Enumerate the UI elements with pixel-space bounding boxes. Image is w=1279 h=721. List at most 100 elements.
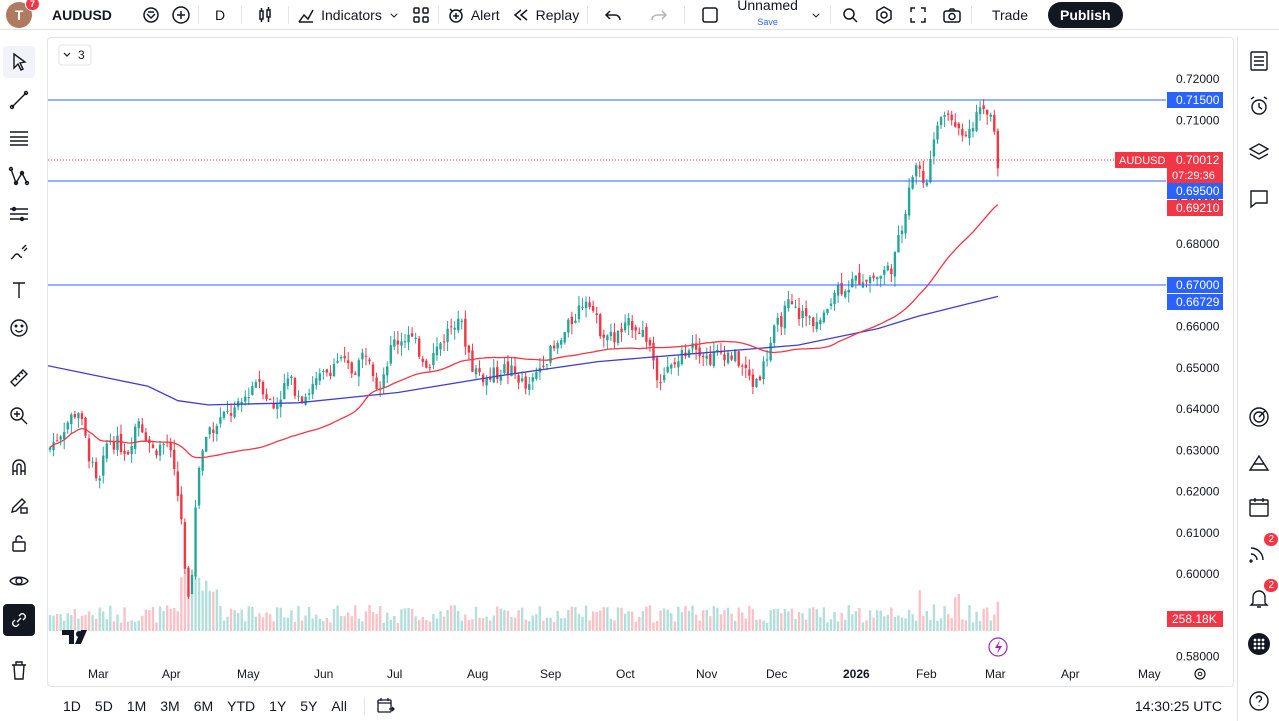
icon-tool[interactable] [3,312,35,344]
hide-drawings-tool[interactable] [3,565,35,597]
chats-button[interactable] [1243,183,1275,215]
volume-bar [194,574,197,631]
range-1m[interactable]: 1M [126,697,147,714]
volume-bar [780,613,783,631]
candle-body [354,373,357,375]
candle-body [368,359,371,362]
layout-name[interactable]: Unnamed Save [731,0,804,30]
sync-drawings-tool[interactable] [3,604,35,636]
volume-bar [201,590,204,631]
candle-body [449,326,453,328]
redo-button[interactable] [636,0,682,30]
symbol-search[interactable]: AUDUSD [46,0,136,30]
volume-bar [584,605,588,631]
volume-bar [130,620,133,631]
range-1d[interactable]: 1D [63,697,81,714]
volume-bar [918,590,921,631]
forecast-tool[interactable] [3,198,35,230]
candle-body [794,306,797,308]
ruler-tool[interactable] [3,362,35,394]
settings-button[interactable] [867,0,901,30]
volume-bar [808,608,811,631]
volume-bar [457,611,460,631]
keep-drawing-tool[interactable] [3,489,35,521]
fib-tool[interactable] [3,122,35,154]
snapshot-button[interactable] [935,0,969,30]
candle-body [783,305,787,329]
templates-button[interactable] [406,0,436,30]
alert-label: Alert [470,6,500,23]
magnet-tool[interactable] [3,451,35,483]
help-button[interactable] [1243,685,1275,717]
candle-body [464,318,467,347]
pattern-tool[interactable] [3,160,35,192]
layout-toggle-button[interactable] [687,0,731,30]
pine-button[interactable] [1243,447,1275,479]
volume-bar [524,619,527,631]
calendar-button[interactable] [1243,491,1275,523]
candle-body [453,327,456,330]
goto-date-button[interactable] [375,696,395,716]
streams-button[interactable]: 2 [1243,533,1278,568]
range-all[interactable]: All [331,697,347,714]
volume-bar [943,606,946,631]
time-tick: Dec [766,667,787,681]
volume-bar [80,615,84,631]
legend-toggle[interactable]: 3 [58,44,92,66]
chart-pane[interactable]: 3 0.720000.710000.700000.690000.680000.6… [47,37,1234,687]
compare-symbol-button[interactable] [136,0,166,30]
volume-bar [297,606,300,631]
quick-search-button[interactable] [833,0,867,30]
volume-bar [702,610,705,631]
trade-button[interactable]: Trade [980,0,1040,30]
add-symbol-button[interactable] [166,0,196,30]
range-5y[interactable]: 5Y [300,697,318,714]
volume-bar [52,615,55,631]
range-3m[interactable]: 3M [160,697,180,714]
replay-button[interactable]: Replay [506,0,586,30]
cursor-tool[interactable] [3,46,35,78]
range-1y[interactable]: 1Y [269,697,287,714]
volume-bar [758,619,762,631]
volume-bar [453,605,456,631]
interval-button[interactable]: D [201,0,239,30]
trendline-tool[interactable] [3,84,35,116]
alert-button[interactable]: Alert [441,0,506,30]
remove-drawings-tool[interactable] [3,654,35,686]
chevron-down-icon [812,12,820,18]
layout-menu-button[interactable] [804,0,828,30]
candle-body [251,386,254,395]
range-5d[interactable]: 5D [94,697,113,714]
volume-bar [73,609,77,631]
apps-button[interactable] [1243,628,1275,660]
candle-body [130,446,133,455]
lightning-button[interactable] [988,637,1008,657]
volume-bar [673,621,676,631]
candlestick-chart[interactable]: 3 0.720000.710000.700000.690000.680000.6… [48,38,1234,687]
candle-body [702,355,705,358]
watchlist-button[interactable] [1243,45,1275,77]
brush-tool[interactable] [3,236,35,268]
utc-clock[interactable]: 14:30:25 UTC [1134,697,1222,714]
range-6m[interactable]: 6M [193,697,214,714]
ideas-button[interactable] [1243,401,1275,433]
candle-body [254,382,258,388]
tradingview-logo[interactable] [62,630,87,644]
text-tool[interactable] [3,274,35,306]
candle-body [471,350,474,372]
zoom-tool[interactable] [3,400,35,432]
chart-type-button[interactable] [244,0,286,30]
notifications-button[interactable]: 2 [1243,579,1278,614]
candle-body [361,352,364,360]
alerts-button[interactable] [1243,90,1275,122]
fullscreen-button[interactable] [901,0,935,30]
candle-body [322,370,325,373]
publish-button[interactable]: Publish [1047,1,1123,28]
range-ytd[interactable]: YTD [227,697,256,714]
lock-drawings-tool[interactable] [3,527,35,559]
user-avatar[interactable]: T 7 [6,0,40,28]
indicators-button[interactable]: Indicators [291,0,406,30]
object-tree-button[interactable] [1243,136,1275,168]
axis-settings-button[interactable] [1194,668,1206,680]
undo-button[interactable] [590,0,636,30]
